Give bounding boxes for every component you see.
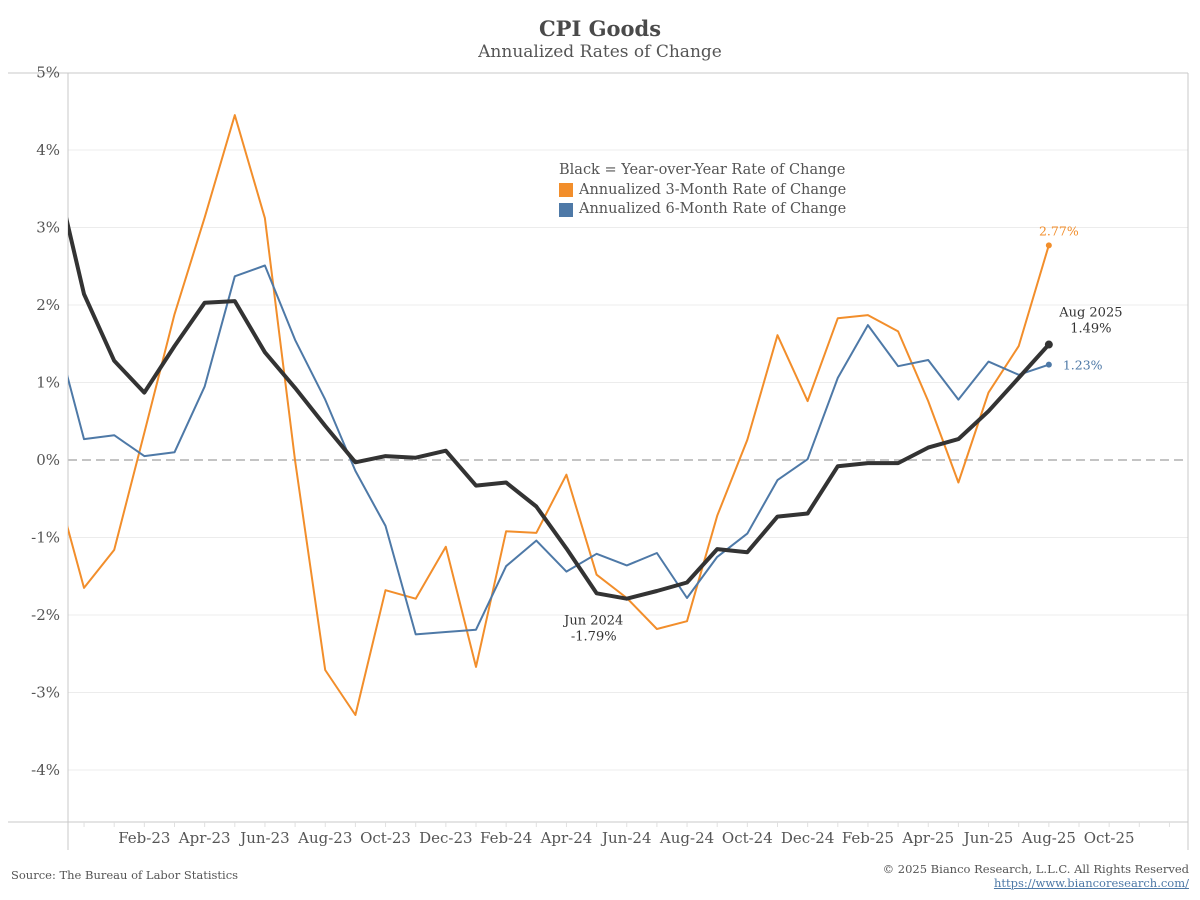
x-axis-ticks: Feb-23 Apr-23 Jun-23 Aug-23 Oct-23 Dec-23 Feb-… [83,822,1170,847]
x-tick-label: Feb-24 [480,829,532,847]
y-tick-label: 2% [36,296,60,314]
legend: Black = Year-over-Year Rate of Change An… [559,161,846,220]
x-tick-label: Aug-24 [659,829,714,847]
x-tick-label: Dec-23 [419,829,472,847]
y-tick-label: -4% [31,761,60,779]
x-tick-label: Oct-23 [360,829,411,847]
x-tick-label: Oct-24 [722,829,773,847]
annotation-date: Aug 2025 [1058,306,1122,321]
x-tick-label: Dec-24 [781,829,834,847]
x-tick-label: Aug-23 [297,829,352,847]
legend-swatch-orange [559,183,573,198]
x-tick-label: Apr-25 [901,829,954,847]
y-tick-label: 3% [36,219,60,237]
x-tick-label: Oct-25 [1084,829,1135,847]
legend-swatch-blue [559,202,573,217]
copyright: © 2025 Bianco Research, L.L.C. All Right… [882,862,1189,876]
y-axis-ticks: 5% 4% 3% 2% 1% 0% -1% -2% -3% -4% [31,64,60,780]
end-marker-3m [1045,242,1052,249]
legend-label-6m: Annualized 6-Month Rate of Change [579,201,847,217]
end-markers [1044,242,1053,368]
x-tick-label: Jun-23 [238,829,290,847]
chart-title: CPI Goods [538,16,662,41]
website-link[interactable]: https://www.biancoresearch.com/ [993,876,1189,890]
y-tick-label: 5% [36,64,60,82]
legend-item-3m[interactable]: Annualized 3-Month Rate of Change [559,181,846,201]
chart-subtitle: Annualized Rates of Change [478,42,722,62]
series-line-yoy [68,216,1051,601]
end-marker-6m [1045,361,1052,368]
source-note: Source: The Bureau of Labor Statistics [11,868,239,882]
end-marker-yoy [1044,340,1053,349]
x-tick-label: Apr-24 [540,829,593,847]
x-tick-label: Feb-25 [842,829,894,847]
x-tick-label: Jun-25 [962,829,1014,847]
x-tick-label: Apr-23 [178,829,231,847]
y-tick-label: -1% [31,529,60,547]
legend-item-6m[interactable]: Annualized 6-Month Rate of Change [559,200,846,220]
legend-note: Black = Year-over-Year Rate of Change [559,161,846,181]
y-tick-label: 1% [36,374,60,392]
series-lines [68,114,1051,716]
series-line-3m [68,114,1050,716]
series-line-6m [68,264,1050,636]
annotation-value: 1.49% [1070,322,1111,337]
x-tick-label: Jun-24 [600,829,652,847]
x-tick-label: Feb-23 [118,829,170,847]
legend-label-3m: Annualized 3-Month Rate of Change [579,181,847,198]
annotation-date: Jun 2024 [562,614,623,629]
y-tick-label: -2% [31,606,60,624]
legend-note-text: Black = Year-over-Year Rate of Change [559,162,846,178]
y-tick-label: 4% [36,141,60,159]
annotation-value: -1.79% [571,630,617,645]
y-tick-label: -3% [31,684,60,702]
y-tick-label: 0% [36,451,60,469]
gridlines [68,149,1188,771]
end-label-3m: 2.77% [1039,223,1079,238]
end-label-6m: 1.23% [1063,358,1103,373]
x-tick-label: Aug-25 [1021,829,1076,847]
